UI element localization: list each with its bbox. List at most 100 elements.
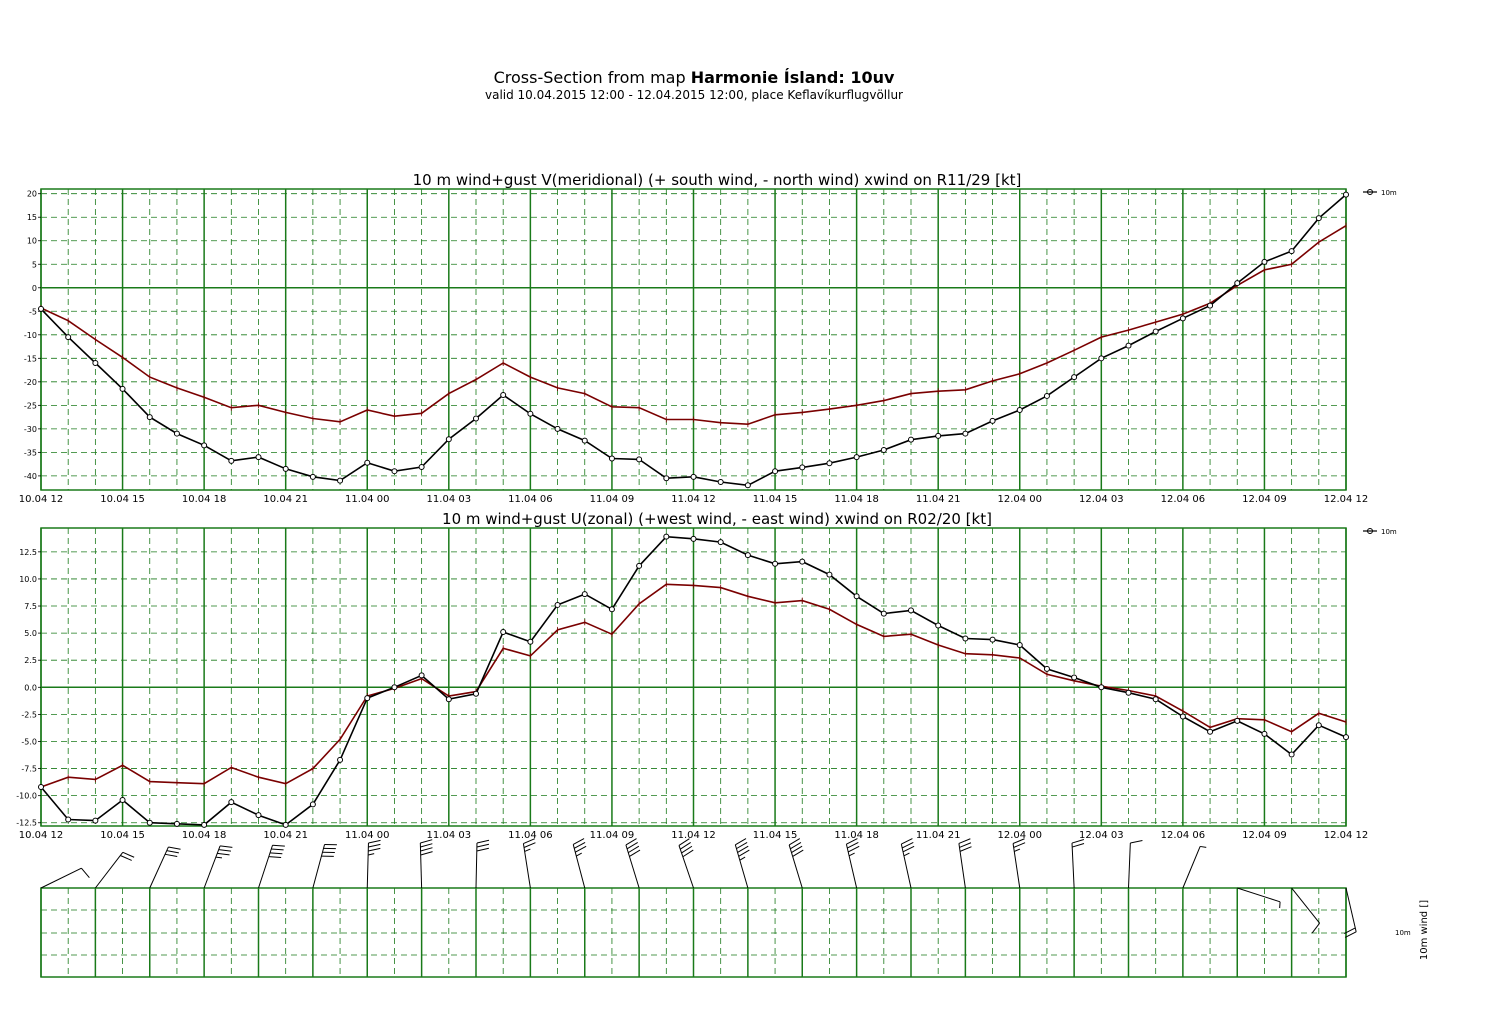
wind-barb (572, 838, 587, 889)
barb-feather (678, 838, 690, 846)
series-10m-point (908, 436, 914, 443)
barb-staff (475, 842, 478, 889)
series-10m-point (1152, 696, 1159, 703)
series-10m-point (173, 820, 180, 827)
wind-barb (1128, 840, 1143, 889)
x-tick-label: 11.04 06 (508, 830, 553, 841)
x-tick-label: 11.04 03 (427, 494, 472, 505)
series-10m-point (65, 334, 72, 341)
x-tick-label: 12.04 03 (1079, 830, 1124, 841)
series-10m-point (119, 385, 126, 392)
barb-feather (1071, 839, 1084, 844)
figure-title: Cross-Section from map Harmonie Ísland: … (494, 68, 895, 87)
x-tick-label: 11.04 18 (834, 494, 879, 505)
series-10m-point (228, 799, 235, 806)
wind-barb (900, 838, 915, 889)
x-tick-label: 10.04 21 (263, 830, 308, 841)
panel2-x-ticks: 10.04 12 10.04 15 10.04 18 10.04 21 11.04 00… (19, 830, 1369, 841)
x-tick-label: 10.04 15 (100, 830, 145, 841)
x-tick-label: 11.04 21 (916, 830, 961, 841)
barb-staff (258, 845, 273, 889)
x-tick-label: 12.04 06 (1161, 494, 1206, 505)
wind-barbs (40, 838, 1357, 938)
barb-feather (269, 852, 283, 855)
barb-half-feather (739, 856, 746, 861)
barb-feather (368, 847, 381, 852)
series-10m-point (146, 414, 153, 421)
series-10m-point (1315, 215, 1322, 222)
series-10m-point (1343, 191, 1349, 198)
series-10m-point (1152, 328, 1159, 335)
barb-feather (523, 838, 535, 845)
barb-feather (788, 838, 801, 846)
barb-feather (791, 845, 803, 854)
barb-half-feather (576, 852, 582, 857)
series-10m-point (1098, 684, 1105, 691)
barb-feather (574, 841, 586, 849)
panel2-legend: 10m (1363, 528, 1397, 536)
barb-feather (1344, 927, 1356, 935)
wind-barb (788, 838, 804, 889)
barb-feather (629, 849, 641, 857)
barb-staff (1345, 887, 1357, 932)
series-10m-point (663, 533, 670, 540)
wind-barb (149, 846, 181, 889)
wind-barb (258, 844, 285, 889)
panel1-grid (40, 188, 1347, 491)
series-10m-point (554, 425, 561, 432)
x-tick-label: 10.04 18 (182, 494, 227, 505)
series-10m-point (173, 430, 180, 437)
series-10m-point (201, 442, 208, 449)
y-tick-label: -5.0 (21, 737, 37, 746)
series-10m-point (119, 796, 126, 803)
panel2-grid (40, 527, 1347, 827)
barb-feather (625, 838, 637, 846)
series-10m-point (1261, 258, 1268, 265)
barb-staff (312, 844, 326, 889)
series-10m-point (364, 695, 371, 702)
series-10m-point (690, 473, 697, 480)
series-10m-point (527, 638, 534, 645)
y-tick-label: 0 (32, 284, 37, 293)
barb-feather (122, 851, 135, 858)
series-10m-point (989, 417, 996, 424)
x-tick-label: 11.04 09 (590, 830, 635, 841)
x-tick-label: 11.04 09 (590, 494, 635, 505)
x-tick-label: 11.04 15 (753, 830, 798, 841)
barb-feather (368, 843, 381, 848)
y-tick-label: -7.5 (21, 765, 37, 774)
y-tick-label: -35 (24, 448, 37, 457)
barb-staff (366, 843, 369, 889)
x-tick-label: 12.04 06 (1161, 830, 1206, 841)
barb-staff (203, 845, 221, 889)
series-10m-point (1207, 728, 1214, 735)
barb-feather (792, 849, 804, 857)
barb-feather (902, 845, 915, 853)
y-tick-label: 15 (27, 213, 37, 222)
barb-feather (420, 843, 433, 848)
series-10m-point (581, 437, 588, 444)
barb-feather (218, 849, 232, 852)
barb-staff (40, 867, 82, 889)
wind-barb (94, 851, 135, 889)
barb-feather (420, 847, 433, 852)
barb-feather (737, 845, 749, 853)
wind-barb (522, 838, 536, 889)
y-tick-label: 5.0 (24, 629, 37, 638)
series-10m-point (527, 410, 534, 417)
series-10m-point (853, 454, 860, 461)
barb-feather (1012, 838, 1025, 844)
series-10m-point (554, 601, 561, 608)
series-10m-point (337, 477, 344, 484)
barb-staff (1071, 843, 1075, 889)
x-tick-label: 12.04 00 (997, 494, 1042, 505)
series-10m-point (772, 560, 779, 567)
series-10m-point (1125, 342, 1132, 349)
series-10m-point (744, 552, 751, 559)
barb-feather (368, 839, 381, 844)
x-tick-label: 11.04 06 (508, 494, 553, 505)
barb-axis-label: 10m wind [] (1419, 900, 1430, 960)
series-10m-point (445, 436, 452, 443)
barb-panel-grid (40, 887, 1347, 978)
y-tick-label: -10.0 (16, 792, 37, 801)
